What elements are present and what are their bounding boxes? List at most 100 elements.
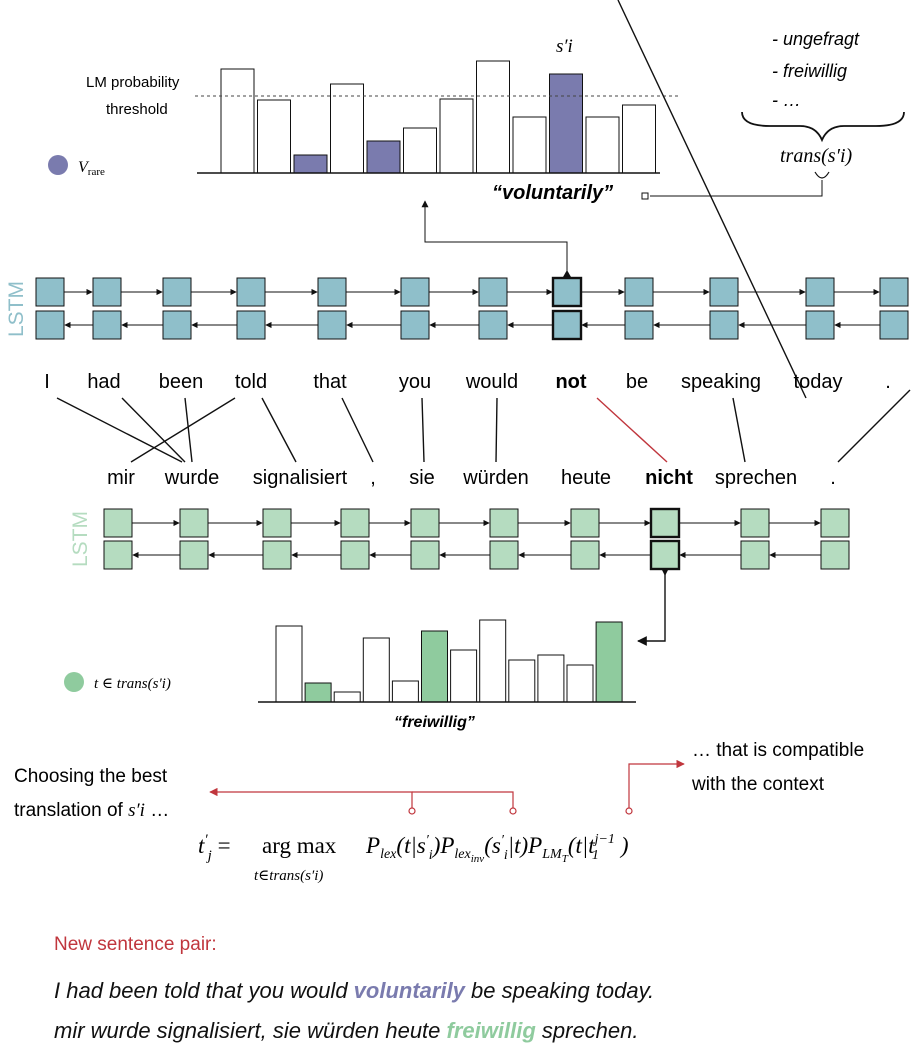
source-token-4: that: [313, 371, 347, 393]
target-token-3: ,: [370, 467, 376, 489]
source-lstm-to-chart-arrow: [421, 200, 568, 274]
source-token-3: told: [235, 371, 267, 393]
source-token-1: had: [87, 371, 120, 393]
top-bar-8: [512, 116, 547, 174]
source-forward-cell-4: [317, 277, 347, 307]
vrare-legend-label: Vrare: [78, 159, 105, 178]
source-forward-cell-2: [162, 277, 192, 307]
target-backward-cell-1: [179, 540, 209, 570]
target-backward-cell-8: [740, 540, 770, 570]
source-forward-cell-1: [92, 277, 122, 307]
trans-legend-label: t ∈ trans(s′i): [94, 676, 171, 692]
target-backward-cell-4: [410, 540, 440, 570]
new-pair-label: New sentence pair:: [54, 934, 217, 955]
target-forward-cell-0: [103, 508, 133, 538]
target-lstm-down-tip: [661, 568, 669, 576]
source-backward-cell-10: [805, 310, 835, 340]
source-backward-cell-1: [92, 310, 122, 340]
target-token-9: .: [830, 467, 836, 489]
alignment-line-2: [184, 397, 193, 463]
target-backward-cell-2: [262, 540, 292, 570]
source-lstm-up-tip: [563, 270, 571, 277]
top-bar-5: [403, 127, 437, 174]
target-lstm-cells: [103, 507, 850, 571]
alignment-line-0: [56, 397, 183, 463]
bottom-bar-2: [333, 691, 361, 703]
source-backward-cell-0: [35, 310, 65, 340]
alignment-lines: [56, 0, 911, 463]
en-before: I had been told that you would: [54, 978, 354, 1003]
top-bar-9: [549, 73, 583, 174]
de-after: sprechen.: [535, 1018, 639, 1043]
top-probability-chart: [220, 60, 656, 174]
new-pair-english: I had been told that you would voluntari…: [54, 978, 654, 1004]
choosing-line1: Choosing the best: [14, 766, 168, 787]
source-forward-cell-7: [551, 276, 583, 308]
source-token-8: be: [626, 371, 648, 393]
formula-argmax: arg max: [262, 833, 337, 858]
target-forward-cell-7: [649, 507, 681, 539]
source-backward-cell-4: [317, 310, 347, 340]
choosing-line2: translation of s′i …: [14, 800, 169, 821]
source-token-10: today: [794, 371, 843, 393]
top-bar-4: [366, 140, 401, 174]
alignment-line-5: [341, 397, 374, 463]
bottom-bar-10: [566, 664, 594, 703]
voluntarily-to-trans-line: [650, 180, 823, 197]
target-token-6: heute: [561, 467, 611, 489]
compatible-line1: … that is compatible: [692, 740, 864, 761]
selected-bar-label: s′i: [556, 36, 573, 57]
target-token-0: mir: [107, 467, 135, 489]
bottom-bar-8: [508, 659, 536, 703]
source-token-5: you: [399, 371, 431, 393]
target-backward-cell-5: [489, 540, 519, 570]
voluntarily-connector-square: [641, 192, 649, 200]
top-bar-11: [622, 104, 656, 174]
de-highlight: freiwillig: [446, 1018, 536, 1043]
target-token-7: nicht: [645, 467, 693, 489]
de-before: mir wurde signalisiert, sie würden heute: [54, 1018, 447, 1043]
target-lstm-to-chart-arrow: [637, 574, 666, 646]
alignment-line-7: [495, 397, 498, 463]
top-bar-6: [439, 98, 474, 174]
target-token-1: wurde: [164, 467, 219, 489]
top-bar-7: [476, 60, 510, 174]
target-forward-cell-2: [262, 508, 292, 538]
svg-text:t′j =: t′j =: [198, 832, 231, 864]
top-bar-10: [585, 116, 620, 174]
source-lstm-cells: [35, 276, 909, 341]
trans-brace: [741, 111, 905, 143]
choosing-anchor-1: [408, 807, 416, 815]
alignment-line-8: [732, 397, 746, 463]
target-forward-cell-9: [820, 508, 850, 538]
target-sentence: mir wurde signalisiert, sie würden heute nicht…: [107, 467, 836, 489]
source-forward-cell-5: [400, 277, 430, 307]
source-backward-cell-5: [400, 310, 430, 340]
source-backward-cell-2: [162, 310, 192, 340]
threshold-label-line1: LM probability: [86, 74, 180, 91]
source-backward-cell-8: [624, 310, 654, 340]
target-token-5: würden: [462, 467, 529, 489]
source-token-6: would: [465, 371, 518, 393]
target-backward-cell-3: [340, 540, 370, 570]
target-forward-cell-3: [340, 508, 370, 538]
source-forward-cell-3: [236, 277, 266, 307]
source-lstm-label: LSTM: [5, 281, 28, 337]
bottom-bar-3: [362, 637, 390, 703]
new-sentence-pair: New sentence pair: I had been told that …: [0, 920, 916, 1062]
source-forward-cell-0: [35, 277, 65, 307]
alignment-line-1: [121, 397, 186, 463]
target-backward-cell-9: [820, 540, 850, 570]
target-token-2: signalisiert: [253, 467, 348, 489]
source-token-2: been: [159, 371, 204, 393]
source-token-9: speaking: [681, 371, 761, 393]
source-forward-cell-8: [624, 277, 654, 307]
trans-legend-dot: [64, 672, 84, 692]
substitution-alignment-line: [596, 397, 668, 463]
source-backward-cell-6: [478, 310, 508, 340]
source-backward-cell-7: [551, 309, 583, 341]
bottom-bar-11: [595, 621, 623, 703]
new-pair-german: mir wurde signalisiert, sie würden heute…: [54, 1018, 639, 1044]
top-bar-0: [220, 68, 255, 174]
